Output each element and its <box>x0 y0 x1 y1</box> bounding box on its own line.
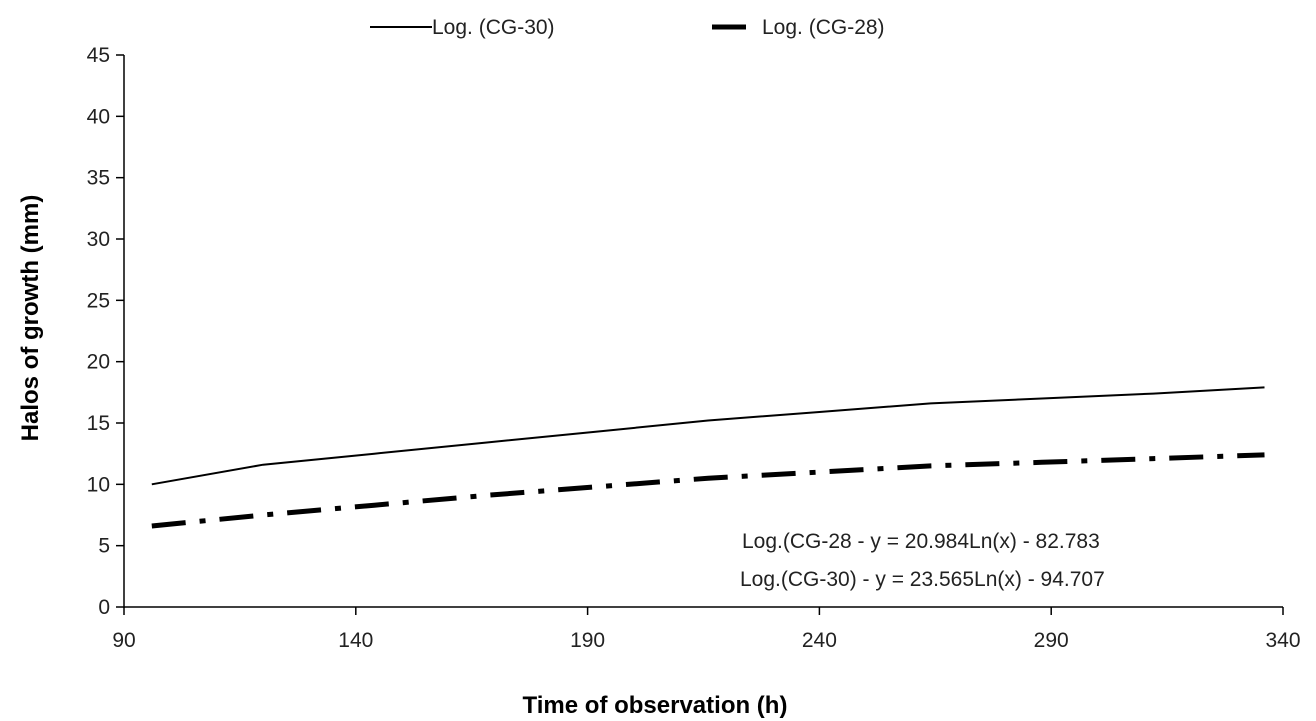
y-tick-label: 10 <box>87 473 110 496</box>
series-layer <box>151 386 1265 529</box>
equation-cg-30: Log.(CG-30) - y = 23.565Ln(x) - 94.707 <box>740 568 1105 591</box>
x-tick-label: 290 <box>1034 629 1069 652</box>
x-axis-title: Time of observation (h) <box>523 692 788 719</box>
legend-label-cg-28: Log. (CG-28) <box>762 16 885 39</box>
x-tick-label: 190 <box>570 629 605 652</box>
y-tick-label: 40 <box>87 105 110 128</box>
y-tick-label: 30 <box>87 228 110 251</box>
series-line-cg-28 <box>151 452 1265 529</box>
y-tick-label: 20 <box>87 351 110 374</box>
y-ticks: 0 5 10 15 20 25 30 35 40 45 <box>87 44 124 619</box>
x-tick-label: 140 <box>338 629 373 652</box>
y-tick-label: 25 <box>87 289 110 312</box>
series-line-cg-30 <box>151 386 1265 486</box>
x-ticks: 90 140 190 240 290 340 <box>112 607 1301 652</box>
y-tick-label: 5 <box>98 535 110 558</box>
x-tick-label: 90 <box>112 629 135 652</box>
x-tick-label: 240 <box>802 629 837 652</box>
y-axis-title: Halos of growth (mm) <box>17 195 44 442</box>
y-tick-label: 0 <box>98 596 110 619</box>
x-tick-label: 340 <box>1265 629 1300 652</box>
equation-cg-28: Log.(CG-28 - y = 20.984Ln(x) - 82.783 <box>742 530 1100 553</box>
y-tick-label: 15 <box>87 412 110 435</box>
y-tick-label: 35 <box>87 167 110 190</box>
legend-label-cg-30: Log. (CG-30) <box>432 16 555 39</box>
legend: Log. (CG-30) Log. (CG-28) <box>370 16 885 39</box>
y-tick-label: 45 <box>87 44 110 67</box>
